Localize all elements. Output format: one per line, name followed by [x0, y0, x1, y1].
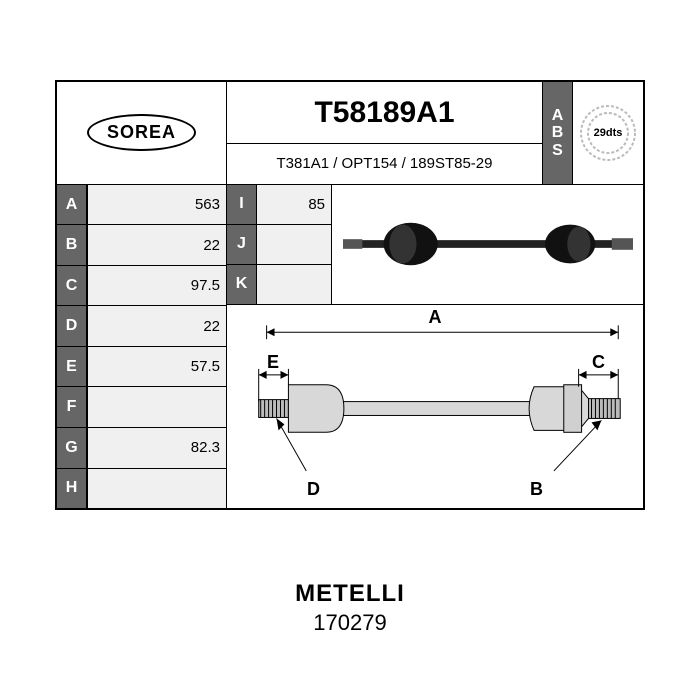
spec-val: 22	[88, 225, 226, 266]
spec-val: 82.3	[88, 428, 226, 469]
brand-logo: SOREA	[87, 114, 196, 151]
spec-key: G	[57, 428, 87, 469]
right-panel: I J K 85	[227, 185, 643, 508]
spec-val	[257, 265, 332, 305]
spec-key: K	[227, 265, 257, 305]
schematic-diagram: A E C D B	[227, 305, 643, 508]
dim-label-c: C	[592, 352, 605, 373]
spec-card: SOREA T58189A1 T381A1 / OPT154 / 189ST85…	[55, 80, 645, 510]
spec-table-right: I J K 85	[227, 185, 643, 305]
axle-photo-icon	[343, 204, 633, 284]
spec-val: 57.5	[88, 347, 226, 388]
gear-teeth-cell: 29dts	[573, 82, 643, 184]
spec-key: I	[227, 185, 257, 225]
spec-val	[88, 469, 226, 509]
spec-val: 97.5	[88, 266, 226, 307]
abs-badge: ABS	[543, 82, 573, 184]
spec-val	[257, 225, 332, 265]
spec-table-left: A B C D E F G H 563 22 97.5 22 57.5 82.3	[57, 185, 227, 508]
brand-cell: SOREA	[57, 82, 227, 184]
product-photo	[332, 185, 643, 305]
spec-key: E	[57, 347, 87, 388]
spec-val	[88, 387, 226, 428]
spec-val: 22	[88, 306, 226, 347]
spec-key: C	[57, 266, 87, 307]
footer-brand: METELLI	[295, 580, 405, 608]
axle-schematic-icon	[227, 305, 643, 508]
footer-part-number: 170279	[313, 610, 386, 636]
part-header: T58189A1 T381A1 / OPT154 / 189ST85-29	[227, 82, 543, 184]
dim-label-a: A	[429, 307, 442, 328]
dim-label-d: D	[307, 479, 320, 500]
gear-teeth-label: 29dts	[594, 127, 623, 139]
body-row: A B C D E F G H 563 22 97.5 22 57.5 82.3	[57, 185, 643, 508]
spec-val: 563	[88, 185, 226, 226]
spec-key: A	[57, 185, 87, 226]
part-aliases: T381A1 / OPT154 / 189ST85-29	[227, 144, 542, 184]
spec-key: B	[57, 225, 87, 266]
spec-val: 85	[257, 185, 332, 225]
dim-label-e: E	[267, 352, 279, 373]
header-row: SOREA T58189A1 T381A1 / OPT154 / 189ST85…	[57, 82, 643, 185]
spec-key: F	[57, 387, 87, 428]
part-number: T58189A1	[227, 82, 542, 144]
spec-key: J	[227, 225, 257, 265]
spec-key: H	[57, 469, 87, 509]
dim-label-b: B	[530, 479, 543, 500]
spec-key: D	[57, 306, 87, 347]
